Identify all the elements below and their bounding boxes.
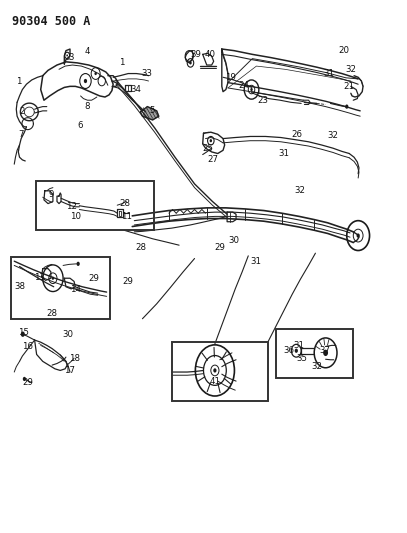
Text: 39: 39	[190, 50, 201, 59]
Text: 31: 31	[278, 149, 290, 158]
Text: 24: 24	[238, 81, 249, 90]
Text: 8: 8	[85, 102, 90, 111]
Text: 32: 32	[327, 132, 339, 140]
Circle shape	[323, 350, 328, 356]
Text: 9: 9	[48, 190, 54, 198]
Text: 32: 32	[311, 362, 322, 371]
Text: 15: 15	[18, 328, 29, 337]
Circle shape	[66, 54, 68, 56]
Bar	[172, 342, 268, 401]
Circle shape	[295, 349, 298, 353]
Text: 12: 12	[66, 202, 77, 211]
Text: 31: 31	[323, 69, 335, 78]
Circle shape	[210, 139, 212, 142]
Polygon shape	[142, 107, 159, 120]
Text: 3: 3	[68, 53, 74, 61]
Text: 13: 13	[34, 273, 46, 281]
Text: 40: 40	[204, 50, 216, 59]
Circle shape	[23, 377, 26, 381]
Text: 28: 28	[46, 309, 58, 318]
Text: 11: 11	[120, 212, 132, 221]
Text: 19: 19	[225, 73, 235, 82]
Bar	[36, 181, 154, 230]
Text: 32: 32	[345, 65, 357, 74]
Circle shape	[213, 368, 217, 373]
Text: 41: 41	[209, 377, 221, 385]
Circle shape	[84, 79, 87, 83]
Text: 32: 32	[295, 186, 306, 195]
Circle shape	[345, 104, 348, 109]
Text: 31: 31	[250, 257, 261, 265]
Text: 29: 29	[22, 378, 33, 387]
Text: 16: 16	[22, 342, 33, 351]
Text: 1: 1	[15, 77, 21, 85]
Circle shape	[77, 262, 80, 266]
Circle shape	[94, 72, 97, 75]
Text: 25: 25	[202, 144, 213, 152]
Text: 37: 37	[319, 346, 330, 355]
Text: 28: 28	[120, 199, 131, 208]
Text: 5: 5	[150, 107, 155, 115]
Text: 28: 28	[135, 244, 146, 252]
Circle shape	[52, 277, 54, 280]
Text: 34: 34	[131, 85, 142, 94]
Text: 29: 29	[123, 277, 133, 286]
Text: 23: 23	[257, 96, 268, 104]
Text: 38: 38	[15, 282, 26, 291]
Text: 2: 2	[20, 108, 25, 116]
Text: 17: 17	[64, 366, 76, 375]
Text: 33: 33	[141, 69, 152, 78]
Text: 6: 6	[78, 121, 83, 130]
Text: 36: 36	[283, 346, 295, 355]
Text: 20: 20	[338, 46, 350, 55]
Text: 4: 4	[85, 47, 90, 56]
Text: 21: 21	[344, 82, 355, 91]
Text: 10: 10	[70, 212, 81, 221]
Text: 29: 29	[88, 274, 99, 282]
Text: 26: 26	[291, 130, 303, 139]
Bar	[276, 329, 353, 378]
Text: 30: 30	[63, 330, 74, 339]
Text: 31: 31	[293, 341, 305, 350]
Text: 1: 1	[119, 59, 125, 67]
Circle shape	[21, 332, 25, 337]
Text: 29: 29	[214, 244, 225, 252]
Text: 35: 35	[296, 354, 308, 362]
Text: 30: 30	[228, 237, 240, 245]
Text: 14: 14	[70, 286, 81, 294]
Text: 27: 27	[207, 156, 218, 164]
Text: 7: 7	[18, 130, 24, 139]
Text: 90304 500 A: 90304 500 A	[12, 15, 91, 28]
Text: 18: 18	[68, 354, 80, 362]
Bar	[11, 257, 110, 319]
Circle shape	[357, 233, 360, 238]
Circle shape	[189, 61, 192, 64]
Circle shape	[250, 88, 253, 91]
